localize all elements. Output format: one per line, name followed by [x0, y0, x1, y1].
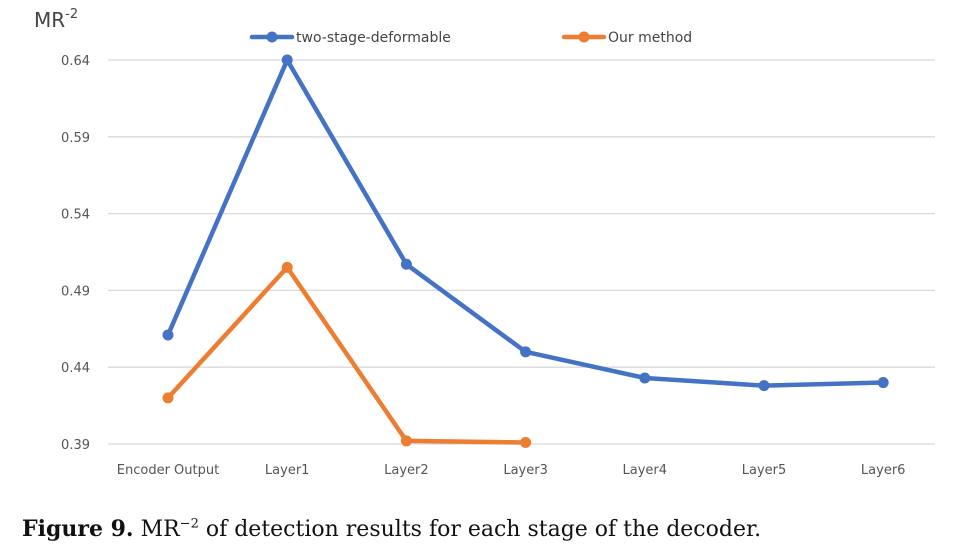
data-point [520, 346, 532, 358]
data-point [877, 377, 889, 389]
legend-label: two-stage-deformable [296, 30, 451, 46]
data-point [639, 372, 651, 384]
x-tick-label: Layer3 [503, 463, 548, 478]
y-tick-label: 0.64 [61, 54, 90, 69]
y-tick-label: 0.54 [61, 208, 90, 223]
series-line [165, 265, 528, 445]
x-tick-label: Layer2 [384, 463, 429, 478]
data-point [162, 392, 174, 404]
caption-text-after: of detection results for each stage of t… [198, 517, 762, 542]
legend: two-stage-deformable Our method [249, 30, 692, 46]
caption-superscript: −2 [179, 516, 199, 532]
data-point [281, 54, 293, 66]
legend-swatch-marker [578, 31, 590, 43]
y-tick-labels: 0.39 0.44 0.49 0.54 0.59 0.64 [61, 54, 90, 453]
series-1 [162, 261, 532, 448]
svg-text:MR-2: MR-2 [34, 7, 78, 32]
x-tick-label: Layer5 [742, 463, 787, 478]
x-tick-labels: Encoder Output Layer1 Layer2 Layer3 Layer4 La… [117, 463, 906, 478]
data-point [758, 380, 770, 392]
y-axis-label: MR-2 [34, 7, 78, 32]
x-tick-label: Encoder Output [117, 463, 219, 478]
caption-text-before: MR [140, 517, 180, 542]
series-layer [162, 54, 889, 448]
data-point [400, 258, 412, 270]
data-point [520, 436, 532, 448]
legend-item: Our method [561, 30, 692, 46]
y-tick-label: 0.39 [61, 438, 90, 453]
series-0 [162, 54, 889, 392]
data-point [281, 261, 293, 273]
caption-label: Figure 9. [22, 516, 134, 542]
data-point [400, 435, 412, 447]
legend-item: two-stage-deformable [249, 30, 451, 46]
x-tick-label: Layer1 [265, 463, 310, 478]
y-tick-label: 0.44 [61, 361, 90, 376]
figure-caption: Figure 9. MR−2 of detection results for … [22, 516, 761, 542]
legend-label: Our method [608, 30, 692, 46]
data-point [162, 329, 174, 341]
x-tick-label: Layer4 [623, 463, 668, 478]
y-tick-label: 0.49 [61, 284, 90, 299]
x-tick-label: Layer6 [861, 463, 906, 478]
line-chart: MR-2 0.39 0.44 0.49 0.54 0.59 0.64 Encoder Ou… [34, 7, 935, 478]
legend-swatch-marker [266, 31, 278, 43]
gridlines [108, 59, 935, 445]
series-line [165, 57, 886, 388]
y-tick-label: 0.59 [61, 131, 90, 146]
